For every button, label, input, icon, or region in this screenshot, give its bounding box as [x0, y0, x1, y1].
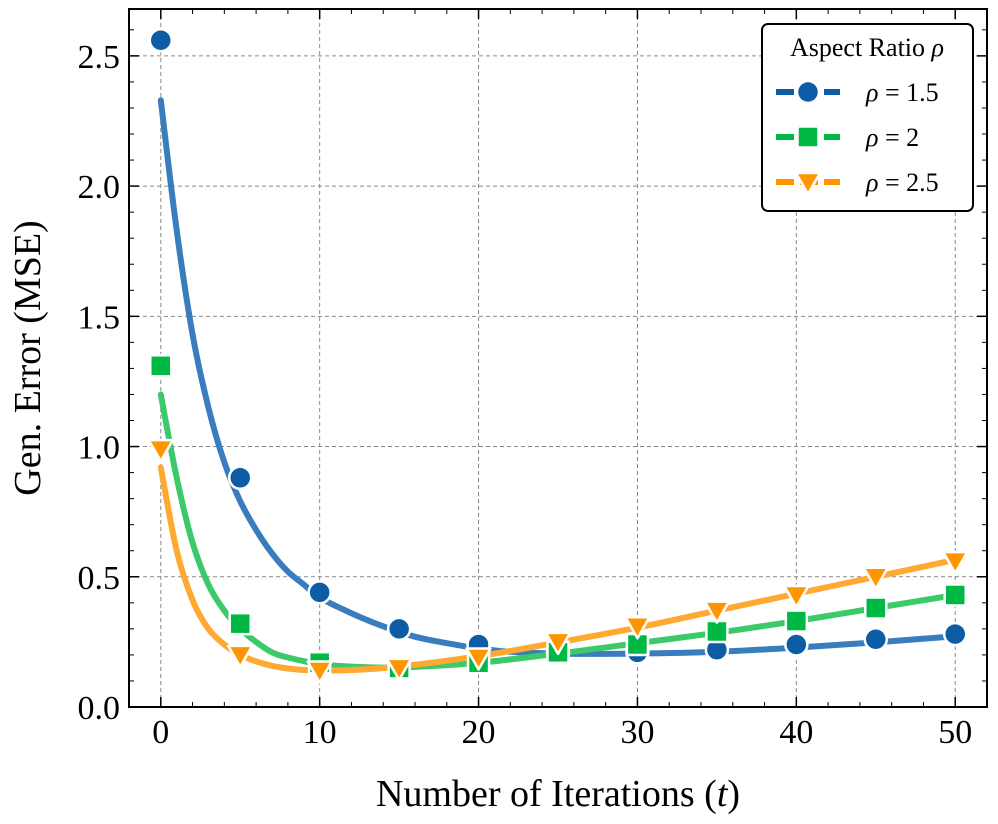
data-point-rho-2-5: [147, 438, 175, 463]
data-point-rho-1-5: [386, 616, 412, 642]
y-tick-label: 0.0: [78, 690, 121, 727]
data-point-rho-2: [149, 354, 173, 378]
legend-label-rho-1-5: ρ = 1.5: [865, 78, 939, 107]
legend-label-rho-2-5: ρ = 2.5: [865, 168, 939, 197]
x-axis-title: Number of Iterations (t): [376, 773, 740, 815]
x-tick-labels: 0 10 20 30 40 50: [152, 714, 972, 751]
legend-marker-rho-1-5: [795, 79, 821, 105]
x-tick-label: 10: [303, 714, 337, 751]
x-tick-label: 50: [938, 714, 972, 751]
data-point-rho-1-5: [227, 465, 253, 491]
series-line-rho-1-5: [157, 97, 959, 657]
x-tick-label: 30: [620, 714, 654, 751]
x-tick-label: 0: [152, 714, 169, 751]
data-point-rho-2-5: [385, 657, 413, 682]
y-tick-label: 1.0: [78, 430, 121, 467]
data-point-rho-1-5: [307, 580, 332, 605]
data-point-rho-2-5: [703, 600, 731, 624]
marker-layer: [147, 28, 969, 684]
y-tick-label: 1.5: [78, 299, 121, 336]
data-point-rho-1-5: [784, 632, 809, 657]
data-point-rho-2-5: [465, 647, 492, 671]
y-axis-title: Gen. Error (MSE): [7, 220, 49, 495]
data-point-rho-2-5: [862, 566, 890, 591]
data-point-rho-1-5: [148, 28, 174, 53]
data-point-rho-2-5: [941, 550, 969, 575]
data-point-rho-2-5: [624, 616, 651, 640]
data-point-rho-2: [784, 609, 809, 633]
x-tick-label: 20: [462, 714, 496, 751]
y-tick-label: 2.0: [78, 169, 121, 206]
y-tick-label: 0.5: [78, 560, 121, 597]
legend-marker-rho-2-5: [794, 171, 822, 196]
data-point-rho-2-5: [544, 631, 572, 656]
data-point-rho-1-5: [863, 627, 889, 652]
data-point-rho-2: [228, 611, 252, 636]
data-point-rho-2: [864, 596, 888, 620]
legend-title: Aspect Ratio ρ: [790, 33, 944, 62]
legend-box: [761, 23, 974, 212]
data-point-rho-2-5: [306, 660, 333, 684]
data-point-rho-2: [705, 619, 729, 644]
y-tick-labels: 0.0 0.5 1.0 1.5 2.0 2.5: [78, 39, 121, 727]
data-point-rho-2: [943, 583, 967, 607]
legend: Aspect Ratio ρ ρ = 1.5 ρ = 2 ρ = 2.5: [761, 23, 974, 212]
legend-label-rho-2: ρ = 2: [865, 123, 919, 152]
data-point-rho-2-5: [783, 584, 810, 609]
legend-entries: ρ = 1.5 ρ = 2 ρ = 2.5: [776, 78, 939, 197]
plot-frame: [128, 8, 988, 708]
tick-layer: [129, 9, 987, 708]
legend-marker-rho-2: [796, 125, 820, 149]
x-tick-label: 40: [779, 714, 813, 751]
y-tick-label: 2.5: [78, 39, 121, 76]
data-point-rho-2-5: [226, 644, 254, 669]
data-point-rho-1-5: [942, 621, 968, 647]
